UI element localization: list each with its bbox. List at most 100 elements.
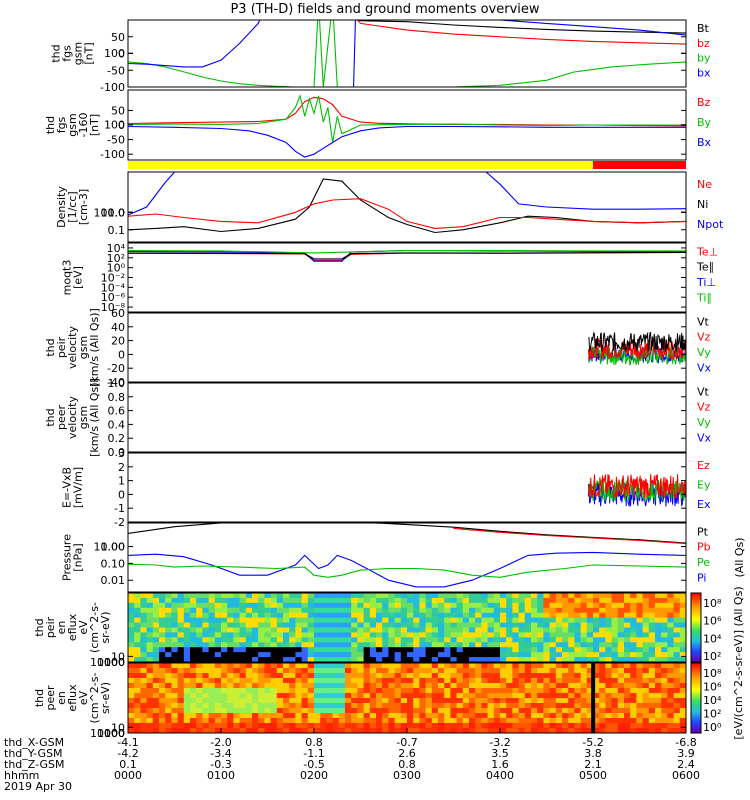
spectrogram-cell — [400, 627, 408, 633]
spectrogram-cell — [140, 617, 147, 623]
spectrogram-cell — [190, 632, 197, 638]
spectrogram-cell — [320, 642, 327, 648]
spectrogram-cell — [667, 663, 674, 669]
spectrogram-cell — [549, 632, 557, 638]
x-tick-label: 3.8 — [584, 747, 602, 760]
spectrogram-cell — [314, 728, 321, 733]
spectrogram-cell — [456, 693, 464, 699]
spectrogram-cell — [630, 652, 637, 658]
spectrogram-cell — [568, 593, 575, 599]
colorbar-tick-label: 10⁶ — [703, 681, 722, 694]
spectrogram-cell — [252, 593, 259, 599]
spectrogram-cell — [512, 663, 519, 669]
spectrogram-cell — [512, 678, 519, 684]
spectrogram-cell — [655, 723, 662, 729]
spectrogram-cell — [338, 678, 346, 684]
spectrogram-cell — [227, 652, 234, 658]
spectrogram-cell — [171, 713, 178, 719]
spectrogram-cell — [667, 617, 674, 623]
spectrogram-cell — [196, 693, 203, 699]
spectrogram-cell — [586, 663, 594, 669]
spectrogram-cell — [462, 637, 470, 643]
spectrogram-cell — [376, 632, 383, 638]
spectrogram-cell — [648, 728, 656, 733]
spectrogram-cell — [382, 607, 389, 614]
spectrogram-cell — [630, 637, 637, 643]
spectrogram-cell — [326, 693, 333, 699]
spectrogram-cell — [636, 718, 643, 724]
spectrogram-cell — [611, 663, 619, 669]
spectrogram-cell — [487, 713, 495, 719]
spectrogram-cell — [574, 607, 581, 614]
spectrogram-cell — [636, 597, 643, 604]
spectrogram-cell — [506, 698, 513, 704]
spectrogram-cell — [679, 597, 686, 604]
spectrogram-cell — [283, 597, 290, 604]
spectrogram-cell — [487, 607, 495, 614]
spectrogram-cell — [661, 593, 668, 599]
spectrogram-cell — [140, 723, 147, 729]
spectrogram-cell — [332, 597, 340, 604]
spectrogram-cell — [159, 718, 166, 724]
spectrogram-cell — [655, 663, 662, 669]
spectrogram-cell — [140, 698, 147, 704]
spectrogram-cell — [512, 612, 519, 619]
spectrogram-cell — [295, 607, 302, 614]
spectrogram-cell — [233, 622, 240, 628]
spectrogram-cell — [264, 703, 271, 709]
spectrogram-cell — [320, 597, 327, 604]
spectrogram-cell — [531, 657, 538, 662]
spectrogram-cell — [233, 663, 240, 669]
spectrogram-cell — [444, 678, 451, 684]
spectrogram-cell — [338, 627, 346, 633]
spectrogram-cell — [276, 617, 284, 623]
spectrogram-cell — [462, 728, 470, 733]
spectrogram-cell — [382, 728, 389, 733]
spectrogram-cell — [586, 617, 594, 623]
spectrogram-cell — [630, 602, 637, 609]
legend-Te⊥: Te⊥ — [696, 245, 718, 258]
spectrogram-cell — [438, 647, 445, 653]
spectrogram-cell — [314, 698, 321, 704]
spectrogram-cell — [624, 597, 631, 604]
spectrogram-cell — [617, 637, 625, 643]
spectrogram-cell — [394, 683, 402, 689]
spectrogram-cell — [332, 612, 340, 619]
spectrogram-cell — [531, 708, 538, 714]
spectrogram-cell — [438, 607, 445, 614]
spectrogram-cell — [642, 673, 650, 679]
spectrogram-cell — [413, 612, 420, 619]
spectrogram-cell — [642, 637, 650, 643]
spectrogram-cell — [438, 723, 445, 729]
spectrogram-cell — [543, 612, 550, 619]
spectrogram-cell — [493, 657, 501, 662]
spectrogram-cell — [369, 668, 377, 674]
spectrogram-cell — [171, 607, 178, 614]
spectrogram-cell — [475, 593, 482, 599]
spectrogram-cell — [190, 668, 197, 674]
spectrogram-cell — [190, 642, 197, 648]
spectrogram-cell — [369, 678, 377, 684]
spectrogram-cell — [549, 607, 557, 614]
spectrogram-cell — [648, 602, 656, 609]
legend-Vt: Vt — [697, 315, 710, 328]
spectrogram-cell — [462, 673, 470, 679]
spectrogram-cell — [351, 728, 358, 733]
spectrogram-cell — [493, 642, 501, 648]
spectrogram-cell — [332, 723, 340, 729]
spectrogram-cell — [518, 622, 526, 628]
spectrogram-cell — [574, 622, 581, 628]
spectrogram-cell — [208, 688, 216, 694]
spectrogram-cell — [394, 728, 402, 733]
spectrogram-cell — [611, 602, 619, 609]
legend-Vx: Vx — [697, 361, 712, 374]
legend-Bt: Bt — [697, 22, 710, 35]
spectrogram-cell — [382, 713, 389, 719]
spectrogram-cell — [171, 642, 178, 648]
spectrogram-cell — [159, 683, 166, 689]
spectrogram-cell — [314, 703, 321, 709]
spectrogram-cell — [549, 593, 557, 599]
spectrogram-cell — [357, 668, 364, 674]
spectrogram-cell — [159, 713, 166, 719]
spectrogram-cell — [642, 617, 650, 623]
